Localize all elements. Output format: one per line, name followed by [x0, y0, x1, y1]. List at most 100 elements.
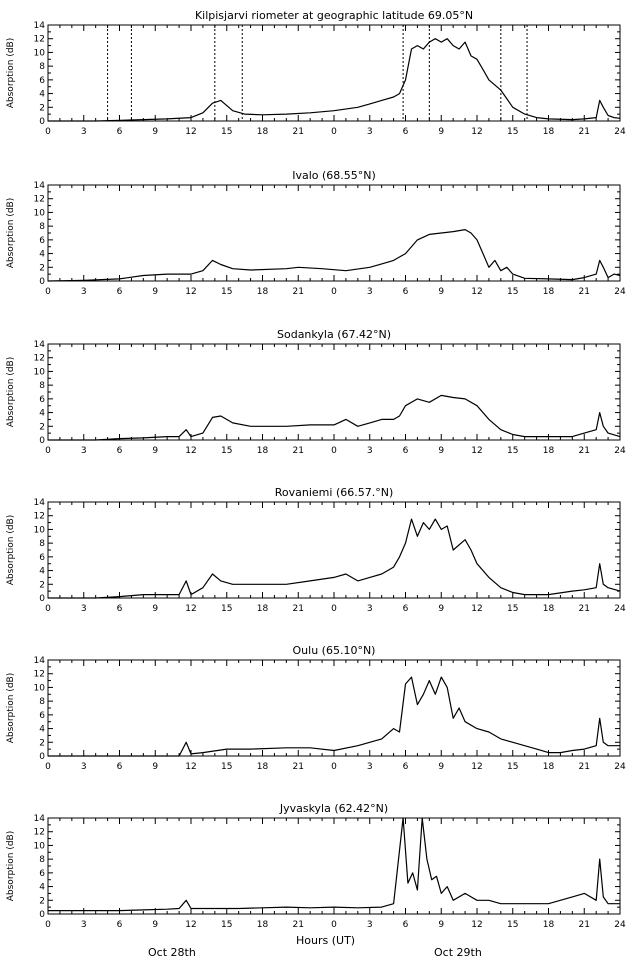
x-tick-label: 21 [579, 446, 590, 456]
x-tick-label: 3 [81, 446, 87, 456]
y-tick-label: 4 [39, 725, 45, 735]
y-tick-label: 12 [34, 354, 45, 364]
x-tick-label: 15 [507, 604, 518, 614]
y-tick-label: 6 [39, 395, 45, 405]
x-tick-label: 24 [614, 762, 626, 772]
x-tick-label: 3 [81, 127, 87, 137]
absorption-series-line [48, 676, 620, 757]
x-tick-label: 6 [403, 604, 409, 614]
y-tick-label: 12 [34, 670, 45, 680]
x-tick-label: 12 [471, 127, 482, 137]
y-tick-label: 12 [34, 35, 45, 45]
x-tick-label: 3 [81, 920, 87, 930]
x-tick-label: 12 [185, 287, 196, 297]
x-tick-label: 21 [579, 127, 590, 137]
y-tick-label: 6 [39, 76, 45, 86]
x-tick-label: 0 [331, 287, 337, 297]
y-axis-label: Absorption (dB) [6, 831, 16, 902]
chart-panel-3: Sodankyla (67.42°N)Absorption (dB)024681… [6, 328, 626, 456]
x-tick-label: 9 [438, 604, 444, 614]
x-tick-label: 6 [117, 920, 123, 930]
absorption-series-line [48, 394, 621, 441]
x-tick-label: 15 [507, 446, 518, 456]
y-tick-label: 6 [39, 711, 45, 721]
x-tick-label: 6 [117, 446, 123, 456]
x-tick-label: 21 [579, 762, 590, 772]
chart-title: Oulu (65.10°N) [293, 644, 376, 657]
x-tick-label: 18 [257, 920, 269, 930]
x-tick-label: 0 [331, 762, 337, 772]
y-tick-label: 6 [39, 236, 45, 246]
x-tick-label: 21 [579, 604, 590, 614]
x-tick-label: 12 [185, 762, 196, 772]
x-tick-label: 6 [403, 446, 409, 456]
y-tick-label: 12 [34, 512, 45, 522]
x-tick-label: 3 [367, 127, 373, 137]
x-tick-label: 6 [403, 920, 409, 930]
x-tick-label: 3 [81, 287, 87, 297]
plot-frame [47, 659, 621, 757]
x-tick-label: 9 [152, 446, 158, 456]
y-tick-label: 10 [34, 525, 46, 535]
x-tick-label: 6 [403, 287, 409, 297]
chart-panel-5: Oulu (65.10°N)Absorption (dB)02468101214… [6, 644, 626, 772]
x-tick-label: 0 [45, 762, 51, 772]
x-tick-label: 0 [45, 446, 51, 456]
x-tick-label: 6 [117, 287, 123, 297]
x-tick-label: 21 [293, 762, 304, 772]
chart-title: Jyvaskyla (62.42°N) [279, 802, 388, 815]
x-tick-label: 12 [471, 604, 482, 614]
y-tick-label: 8 [39, 381, 45, 391]
x-tick-label: 18 [257, 604, 269, 614]
x-tick-label: 12 [185, 127, 196, 137]
y-tick-label: 4 [39, 883, 45, 893]
x-tick-label: 9 [152, 287, 158, 297]
x-tick-label: 15 [507, 920, 518, 930]
y-axis-label: Absorption (dB) [6, 515, 16, 586]
x-tick-label: 12 [185, 920, 196, 930]
x-tick-label: 24 [614, 604, 626, 614]
x-tick-label: 15 [221, 446, 232, 456]
x-tick-label: 15 [221, 920, 232, 930]
x-tick-label: 0 [45, 287, 51, 297]
absorption-series-line [47, 229, 621, 282]
y-tick-label: 12 [34, 195, 45, 205]
y-tick-label: 14 [34, 340, 46, 350]
y-tick-label: 2 [39, 580, 45, 590]
x-tick-label: 9 [438, 446, 444, 456]
y-tick-label: 2 [39, 896, 45, 906]
x-tick-label: 15 [507, 287, 518, 297]
y-tick-label: 6 [39, 553, 45, 563]
x-tick-label: 18 [543, 762, 555, 772]
x-tick-label: 24 [614, 287, 626, 297]
y-tick-label: 6 [39, 869, 45, 879]
y-tick-label: 2 [39, 738, 45, 748]
chart-title: Sodankyla (67.42°N) [277, 328, 391, 341]
x-tick-label: 21 [293, 287, 304, 297]
y-tick-label: 10 [34, 841, 46, 851]
x-tick-label: 18 [543, 446, 555, 456]
absorption-series-line [48, 38, 621, 122]
x-tick-label: 3 [367, 604, 373, 614]
absorption-series-line [48, 518, 621, 599]
y-tick-label: 10 [34, 367, 46, 377]
y-axis-label: Absorption (dB) [6, 38, 16, 109]
x-tick-label: 12 [185, 446, 196, 456]
y-tick-label: 8 [39, 855, 45, 865]
y-tick-label: 14 [34, 656, 46, 666]
x-axis-label: Hours (UT) [296, 934, 356, 947]
x-tick-label: 6 [117, 762, 123, 772]
x-tick-label: 9 [438, 762, 444, 772]
x-tick-label: 21 [293, 604, 304, 614]
x-tick-label: 18 [543, 920, 555, 930]
x-tick-label: 18 [257, 762, 269, 772]
y-tick-label: 0 [39, 436, 45, 446]
y-tick-label: 0 [39, 117, 45, 127]
y-tick-label: 14 [34, 498, 46, 508]
x-tick-label: 3 [367, 287, 373, 297]
chart-panel-1: Kilpisjarvi riometer at geographic latit… [6, 9, 626, 137]
x-tick-label: 24 [614, 920, 626, 930]
x-tick-label: 18 [257, 446, 269, 456]
